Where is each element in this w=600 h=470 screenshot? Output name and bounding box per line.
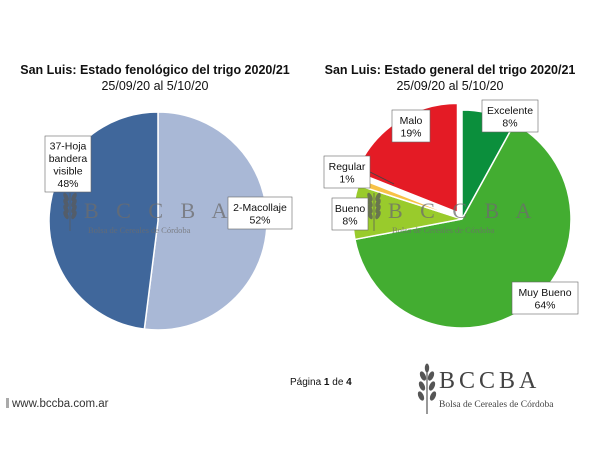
watermark-subtitle: Bolsa de Cereales de Córdoba xyxy=(88,225,191,235)
slice-value: 19% xyxy=(400,127,421,139)
slice-value: 1% xyxy=(339,173,354,185)
slice-label: Muy Bueno xyxy=(518,287,571,299)
slice-value: 8% xyxy=(502,117,517,129)
watermark: B C C B A Bolsa de Cereales de Córdoba xyxy=(63,192,233,235)
page-indicator: Página 1 de 4 xyxy=(290,377,352,388)
chart-title: San Luis: Estado general del trigo 2020/… xyxy=(324,63,576,77)
logo-name: BCCBA xyxy=(439,368,541,394)
watermark-name: B C C B A xyxy=(84,198,233,223)
slice-value: 52% xyxy=(249,214,270,226)
slice-label: Excelente xyxy=(487,105,533,117)
watermark-name: B C C B A xyxy=(388,198,537,223)
pie-chart-estado-general: B C C B A Bolsa de Cereales de Córdoba Exc… xyxy=(323,99,579,329)
slice-value: 8% xyxy=(342,215,357,227)
slice-label: bandera xyxy=(49,153,88,165)
slice-label: 37-Hoja xyxy=(50,140,87,152)
wheat-icon xyxy=(367,192,381,231)
wheat-icon xyxy=(417,363,437,414)
slice-label: Bueno xyxy=(335,203,366,215)
logo-subtitle: Bolsa de Cereales de Córdoba xyxy=(439,400,554,410)
footer-logo: BCCBA Bolsa de Cereales de Córdoba xyxy=(415,362,565,418)
wheat-icon xyxy=(63,192,77,231)
slice-value: 48% xyxy=(57,178,78,190)
pie-chart-fenologico: B C C B A Bolsa de Cereales de Córdoba 2-M… xyxy=(44,111,293,331)
chart-subtitle: 25/09/20 al 5/10/20 xyxy=(101,79,209,93)
chart-fenologico: San Luis: Estado fenológico del trigo 20… xyxy=(0,0,300,360)
globe-bar-icon xyxy=(6,398,9,408)
chart-estado-general: San Luis: Estado general del trigo 2020/… xyxy=(300,0,600,360)
slice-value: 64% xyxy=(534,299,555,311)
watermark-subtitle: Bolsa de Cereales de Córdoba xyxy=(392,225,495,235)
website-link[interactable]: www.bccba.com.ar xyxy=(6,398,109,410)
chart-title: San Luis: Estado fenológico del trigo 20… xyxy=(20,63,290,77)
watermark: B C C B A Bolsa de Cereales de Córdoba xyxy=(367,192,537,235)
slice-label: visible xyxy=(53,165,82,177)
chart-subtitle: 25/09/20 al 5/10/20 xyxy=(396,79,504,93)
slice-label: 2-Macollaje xyxy=(233,202,287,214)
slice-label: Malo xyxy=(400,115,423,127)
leader-line xyxy=(369,171,395,185)
slice-label: Regular xyxy=(329,161,366,173)
